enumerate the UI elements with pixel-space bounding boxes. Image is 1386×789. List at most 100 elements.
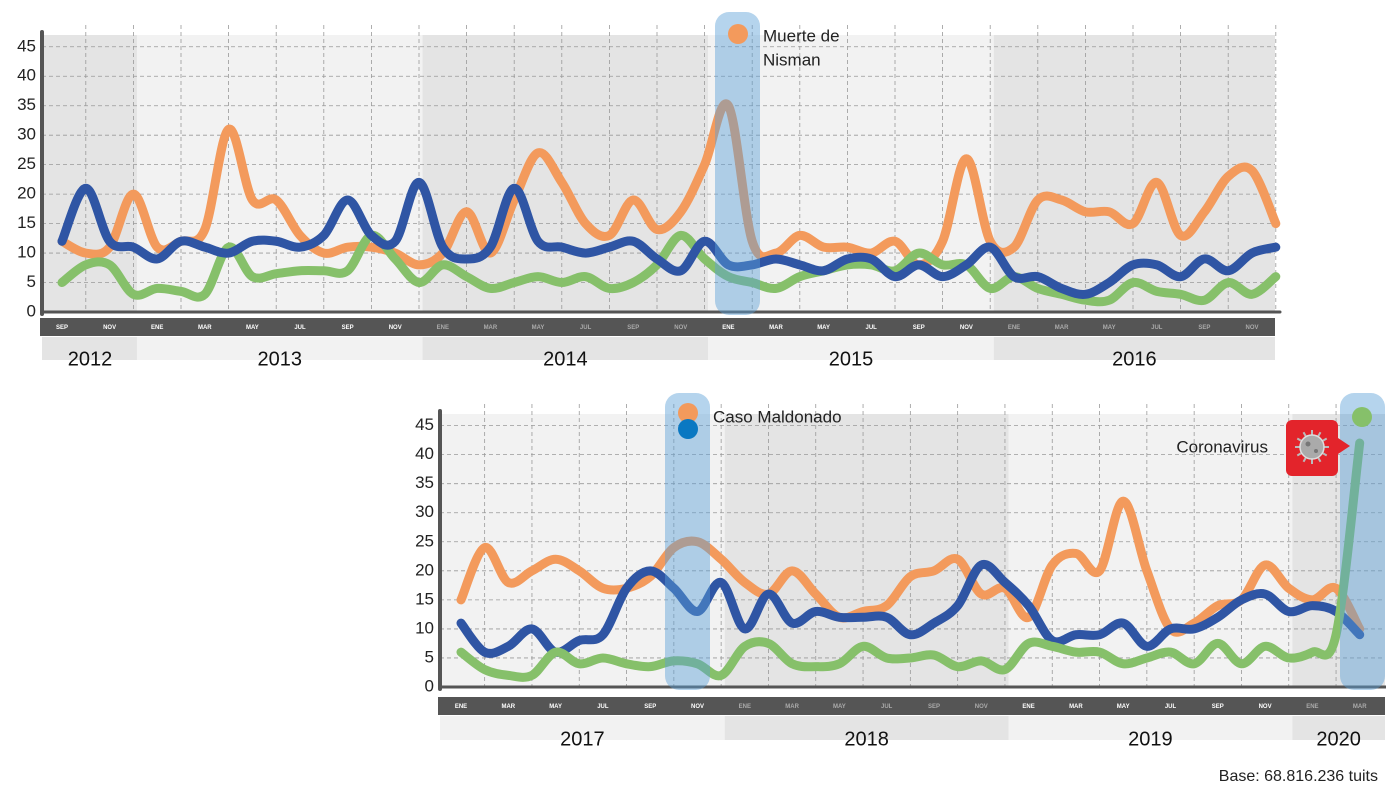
year-label: 2019 bbox=[1128, 728, 1173, 750]
year-label: 2012 bbox=[68, 348, 113, 370]
year-label: 2020 bbox=[1316, 728, 1361, 750]
y-tick-label: 40 bbox=[415, 444, 434, 463]
x-tick-label: MAR bbox=[1353, 704, 1367, 710]
x-tick-label: MAY bbox=[532, 325, 545, 331]
year-label: 2013 bbox=[258, 348, 303, 370]
annotation-text: Muerte de bbox=[763, 26, 840, 45]
x-tick-label: ENE bbox=[1022, 704, 1034, 710]
x-tick-label: JUL bbox=[1165, 704, 1177, 710]
x-tick-label: NOV bbox=[975, 704, 988, 710]
annotation-text: Coronavirus bbox=[1176, 437, 1268, 456]
x-tick-label: MAY bbox=[833, 704, 846, 710]
x-tick-label: JUL bbox=[294, 325, 306, 331]
x-tick-label: NOV bbox=[674, 325, 687, 331]
x-tick-label: NOV bbox=[103, 325, 116, 331]
series-line bbox=[456, 559, 1365, 658]
icon-spot bbox=[1314, 449, 1318, 453]
x-tick-label: SEP bbox=[627, 325, 639, 331]
y-tick-label: 15 bbox=[17, 213, 36, 232]
x-tick-label: MAY bbox=[549, 704, 562, 710]
year-shade bbox=[136, 35, 423, 312]
x-tick-label: JUL bbox=[597, 704, 609, 710]
annotation-text: Nisman bbox=[763, 50, 821, 69]
x-tick-label: NOV bbox=[960, 325, 973, 331]
x-tick-label: JUL bbox=[881, 704, 893, 710]
x-tick-label: NOV bbox=[389, 325, 402, 331]
x-tick-label: NOV bbox=[691, 704, 704, 710]
y-tick-label: 25 bbox=[415, 531, 434, 550]
x-tick-label: ENE bbox=[455, 704, 467, 710]
x-tick-label: MAY bbox=[1103, 325, 1116, 331]
x-tick-label: MAR bbox=[1055, 325, 1069, 331]
icon-spot bbox=[1305, 441, 1311, 447]
y-tick-label: 0 bbox=[425, 676, 434, 695]
x-tick-label: JUL bbox=[580, 325, 592, 331]
x-tick-label: MAR bbox=[1069, 704, 1083, 710]
highlight-band bbox=[715, 12, 760, 315]
year-label: 2016 bbox=[1112, 348, 1157, 370]
y-tick-label: 45 bbox=[17, 36, 36, 55]
annotation-dot bbox=[678, 403, 698, 423]
x-tick-label: MAR bbox=[501, 704, 515, 710]
y-tick-label: 45 bbox=[415, 415, 434, 434]
year-band bbox=[422, 337, 709, 360]
x-tick-label: ENE bbox=[1306, 704, 1318, 710]
y-tick-label: 5 bbox=[425, 647, 434, 666]
y-tick-label: 30 bbox=[415, 502, 434, 521]
year-band bbox=[708, 337, 994, 360]
year-band bbox=[1292, 716, 1385, 740]
x-tick-label: MAR bbox=[769, 325, 783, 331]
year-band bbox=[136, 337, 423, 360]
y-tick-label: 10 bbox=[17, 243, 36, 262]
x-tick-label: NOV bbox=[1245, 325, 1258, 331]
x-tick-label: MAR bbox=[785, 704, 799, 710]
year-band bbox=[42, 337, 137, 360]
y-tick-label: 20 bbox=[415, 560, 434, 579]
y-tick-label: 10 bbox=[415, 618, 434, 637]
x-tick-label: SEP bbox=[913, 325, 925, 331]
annotation-text: Caso Maldonado bbox=[713, 407, 842, 426]
y-tick-label: 5 bbox=[27, 272, 36, 291]
highlight-band bbox=[665, 393, 710, 690]
x-tick-label: JUL bbox=[866, 325, 878, 331]
y-tick-label: 40 bbox=[17, 66, 36, 85]
y-tick-label: 15 bbox=[415, 589, 434, 608]
x-tick-label: ENE bbox=[739, 704, 751, 710]
annotation-dot bbox=[1352, 407, 1372, 427]
x-tick-label: SEP bbox=[928, 704, 940, 710]
x-tick-label: MAR bbox=[198, 325, 212, 331]
charts: 2012 2013 2014 2015 2016051015202530354045SE… bbox=[17, 12, 1386, 750]
virus-icon bbox=[1286, 420, 1350, 476]
year-label: 2014 bbox=[543, 348, 588, 370]
x-tick-label: SEP bbox=[1198, 325, 1210, 331]
series-line bbox=[57, 230, 1281, 307]
year-band bbox=[993, 337, 1275, 360]
y-tick-label: 35 bbox=[17, 95, 36, 114]
footer: Base: 68.816.236 tuits bbox=[1219, 768, 1378, 785]
year-label: 2015 bbox=[829, 348, 874, 370]
x-tick-label: NOV bbox=[1259, 704, 1272, 710]
y-tick-label: 35 bbox=[415, 473, 434, 492]
series-line bbox=[57, 99, 1281, 270]
annotation-dot bbox=[728, 24, 748, 44]
icon-virus bbox=[1299, 434, 1325, 460]
month-band bbox=[40, 318, 1275, 336]
year-band bbox=[1008, 716, 1293, 740]
x-tick-label: SEP bbox=[56, 325, 68, 331]
x-tick-label: JUL bbox=[1151, 325, 1163, 331]
x-tick-label: SEP bbox=[342, 325, 354, 331]
series-line bbox=[57, 177, 1281, 299]
x-tick-label: MAR bbox=[484, 325, 498, 331]
x-tick-label: ENE bbox=[151, 325, 163, 331]
y-tick-label: 20 bbox=[17, 184, 36, 203]
series-line bbox=[456, 496, 1365, 637]
x-tick-label: SEP bbox=[1212, 704, 1224, 710]
year-band bbox=[440, 716, 725, 740]
x-tick-label: ENE bbox=[722, 325, 734, 331]
year-band bbox=[724, 716, 1009, 740]
highlight-band bbox=[1340, 393, 1385, 690]
series-line bbox=[456, 438, 1365, 682]
x-tick-label: MAY bbox=[1117, 704, 1130, 710]
x-tick-label: MAY bbox=[817, 325, 830, 331]
